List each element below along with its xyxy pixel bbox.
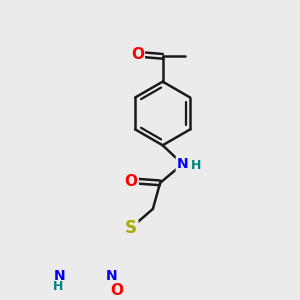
Text: N: N — [54, 269, 66, 283]
Text: O: O — [110, 283, 123, 298]
Text: N: N — [177, 157, 188, 171]
Text: N: N — [106, 269, 117, 283]
Text: H: H — [190, 159, 201, 172]
Text: O: O — [125, 174, 138, 189]
Text: S: S — [125, 219, 137, 237]
Text: H: H — [53, 280, 63, 293]
Text: O: O — [131, 47, 144, 62]
